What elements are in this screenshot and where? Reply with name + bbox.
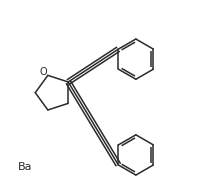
Text: Ba: Ba [18,162,33,172]
Text: O: O [39,68,47,77]
